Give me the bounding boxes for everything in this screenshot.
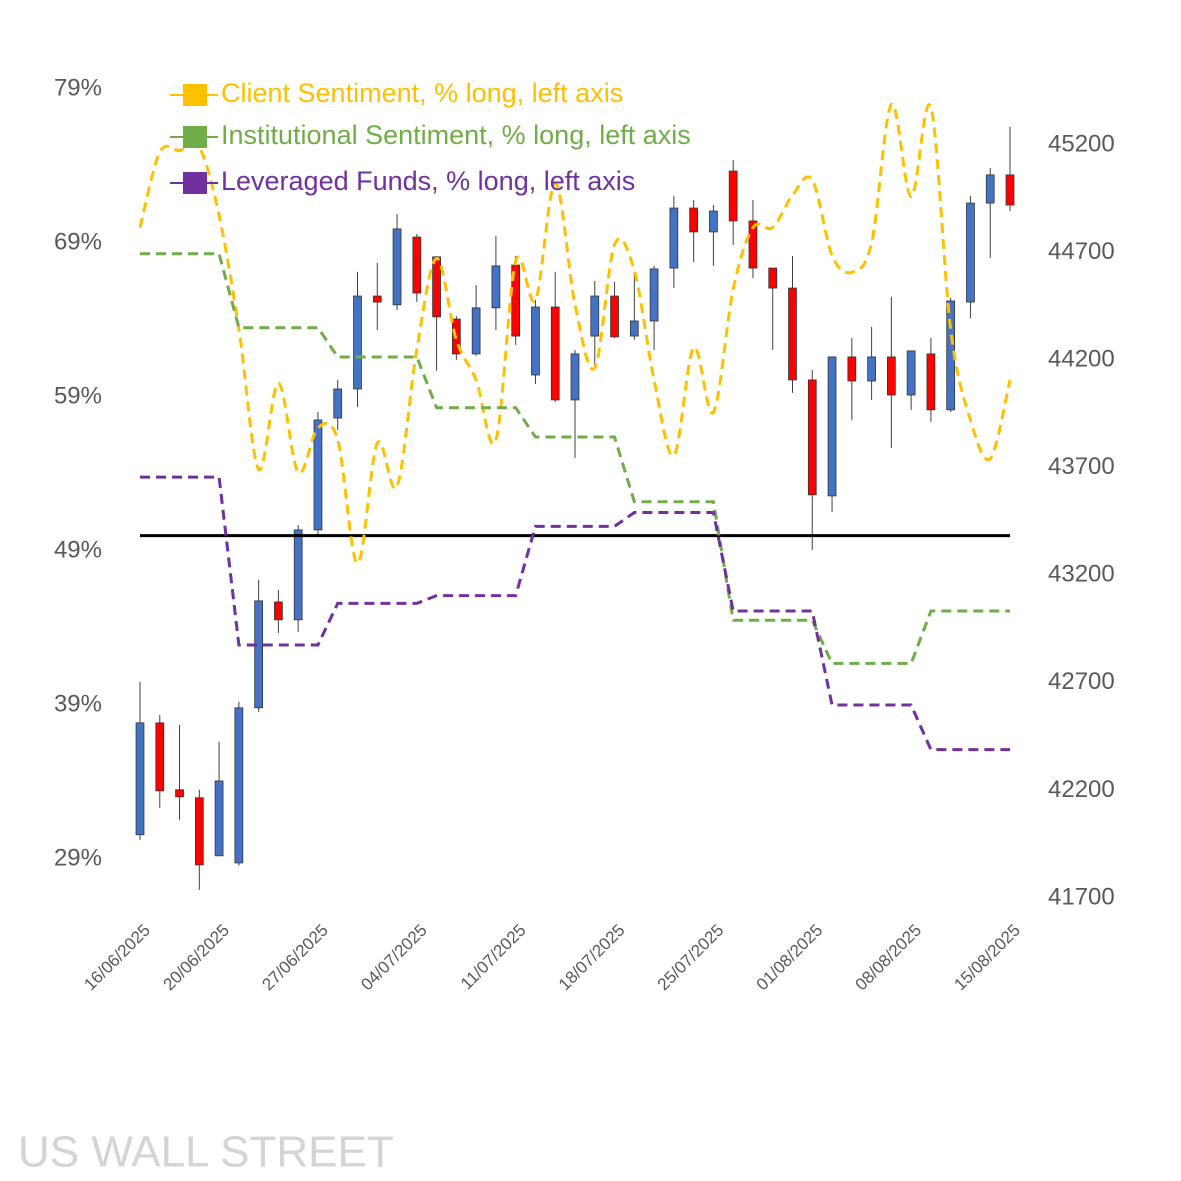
- candle-body: [709, 210, 718, 233]
- candle-body: [669, 207, 679, 269]
- candle-body: [175, 789, 184, 798]
- legend-swatch: [183, 172, 207, 194]
- y-tick-label: 29%: [54, 844, 102, 871]
- x-tick-label: 11/07/2025: [457, 921, 530, 994]
- legend-label: Leveraged Funds, % long, left axis: [221, 166, 635, 196]
- y-tick-label: 59%: [54, 382, 102, 409]
- candle-body: [827, 356, 837, 497]
- candle-body: [887, 356, 896, 396]
- y-tick-label: 39%: [54, 690, 102, 717]
- candle-body: [293, 529, 303, 621]
- candle-body: [194, 797, 204, 866]
- candle-body: [531, 306, 540, 376]
- legend-label: Client Sentiment, % long, left axis: [221, 78, 623, 108]
- x-tick-label: 15/08/2025: [950, 921, 1024, 995]
- x-tick-label: 27/06/2025: [258, 921, 332, 995]
- candle-body: [254, 600, 263, 709]
- candle-body: [214, 780, 224, 857]
- candle-body: [471, 307, 481, 355]
- candle-body: [491, 265, 501, 309]
- candle-body: [788, 287, 797, 381]
- candle-body: [432, 256, 441, 318]
- candle-body: [689, 207, 698, 233]
- x-tick-label: 04/07/2025: [357, 921, 431, 995]
- y2-tick-label: 45200: [1048, 130, 1115, 157]
- y2-tick-label: 43700: [1048, 453, 1115, 480]
- series-line: [140, 252, 1010, 665]
- candle-body: [906, 350, 916, 396]
- y2-tick-label: 44700: [1048, 238, 1115, 265]
- candle-body: [807, 379, 817, 496]
- y-tick-label: 69%: [54, 228, 102, 255]
- y2-tick-label: 44200: [1048, 345, 1115, 372]
- candle-body: [550, 306, 560, 401]
- candle-body: [926, 353, 936, 411]
- candle-body: [728, 170, 738, 222]
- candle-body: [966, 202, 975, 303]
- candle-body: [511, 264, 521, 337]
- candle-body: [333, 388, 343, 419]
- y2-tick-label: 42200: [1048, 776, 1115, 803]
- candle-body: [985, 174, 995, 204]
- y-tick-label: 79%: [54, 74, 102, 101]
- series-line: [140, 475, 1010, 752]
- candle-body: [353, 295, 362, 390]
- candle-body: [768, 267, 778, 289]
- candle-body: [629, 320, 639, 337]
- series-line: [138, 102, 1012, 565]
- x-tick-label: 18/07/2025: [555, 921, 629, 995]
- candle-body: [135, 722, 145, 836]
- candle-body: [610, 295, 619, 338]
- candle-body: [1005, 174, 1015, 206]
- x-tick-label: 01/08/2025: [753, 921, 827, 995]
- candle-body: [313, 419, 323, 531]
- y2-tick-label: 41700: [1048, 883, 1115, 910]
- candle-body: [570, 353, 580, 401]
- y2-tick-label: 42700: [1048, 668, 1115, 695]
- candle-body: [847, 356, 857, 382]
- candle-body: [867, 356, 876, 382]
- candle-body: [748, 220, 758, 269]
- x-tick-label: 25/07/2025: [654, 921, 728, 995]
- candle-body: [590, 295, 600, 337]
- y-tick-label: 49%: [54, 536, 102, 563]
- candle-body: [155, 722, 165, 792]
- legend-swatch: [183, 126, 207, 148]
- candle-body: [274, 601, 283, 621]
- legend-swatch: [183, 84, 207, 106]
- candle-body: [649, 268, 659, 322]
- x-tick-label: 16/06/2025: [80, 921, 154, 995]
- candle-body: [392, 228, 402, 306]
- legend-label: Institutional Sentiment, % long, left ax…: [221, 120, 691, 150]
- candle-body: [412, 236, 422, 294]
- y2-tick-label: 43200: [1048, 561, 1115, 588]
- candle-body: [234, 707, 244, 864]
- x-tick-label: 08/08/2025: [852, 921, 926, 995]
- candle-body: [372, 295, 382, 303]
- x-tick-label: 20/06/2025: [159, 921, 233, 995]
- watermark: US WALL STREET: [18, 1128, 394, 1177]
